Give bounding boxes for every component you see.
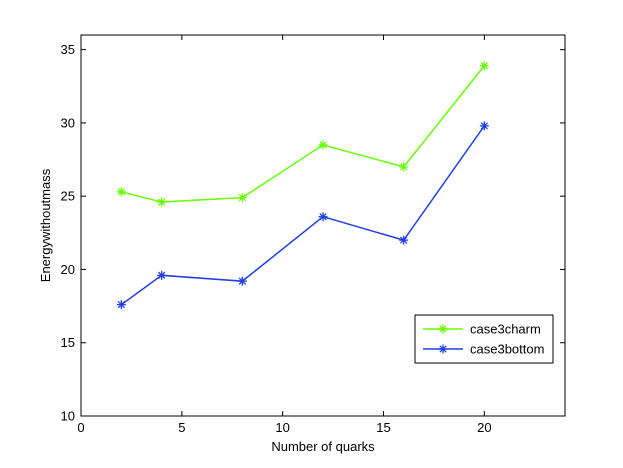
legend-box — [414, 314, 554, 364]
legend-entry: case3bottom — [470, 342, 544, 357]
legend-marker — [438, 324, 448, 334]
x-tick-label: 10 — [275, 420, 289, 435]
y-tick-label: 30 — [61, 115, 75, 130]
x-tick-label: 0 — [77, 420, 84, 435]
data-point — [318, 212, 328, 222]
legend-marker — [438, 344, 448, 354]
legend: case3charm case3bottom — [414, 314, 554, 364]
x-axis-label: Number of quarks — [271, 439, 375, 454]
data-point — [399, 162, 409, 172]
data-point — [479, 121, 489, 131]
data-point — [116, 300, 126, 310]
x-tick-label: 5 — [178, 420, 185, 435]
y-axis-label: Energywithoutmass — [38, 168, 53, 282]
y-tick-label: 25 — [61, 189, 75, 204]
y-tick-label: 10 — [61, 409, 75, 424]
x-tick-label: 15 — [376, 420, 390, 435]
series-line-case3bottom — [120, 125, 485, 306]
data-point — [157, 270, 167, 280]
y-tick-label: 35 — [61, 42, 75, 57]
data-point — [237, 276, 247, 286]
legend-entry: case3charm — [470, 322, 541, 337]
series-layer — [116, 61, 489, 310]
axis-ticks: 0 5 10 15 20 10 15 20 25 30 35 — [61, 35, 565, 435]
y-tick-label: 15 — [61, 335, 75, 350]
data-point — [237, 193, 247, 203]
y-tick-label: 20 — [61, 262, 75, 277]
data-point — [157, 197, 167, 207]
data-point — [318, 140, 328, 150]
x-tick-label: 20 — [477, 420, 491, 435]
data-point — [479, 61, 489, 71]
series-line-case3charm — [121, 65, 485, 203]
data-point — [116, 187, 126, 197]
data-point — [399, 235, 409, 245]
